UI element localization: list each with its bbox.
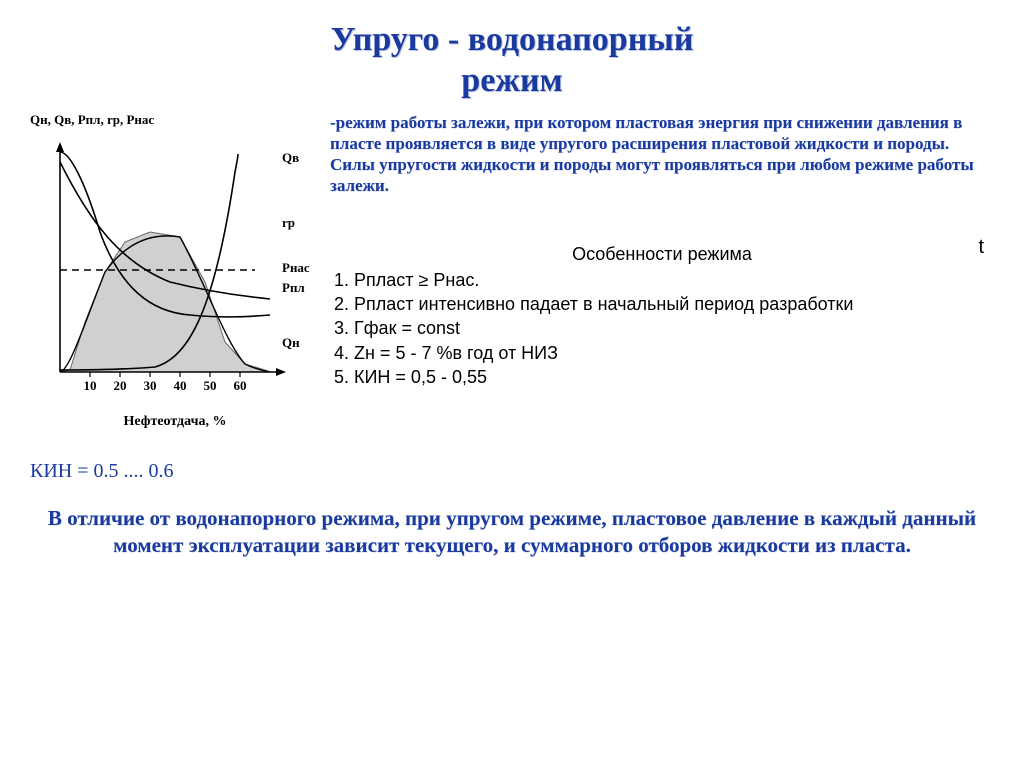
- page-title: Упруго - водонапорный режим: [30, 20, 994, 102]
- chart-svg: 10 20 30 40 50 60 Qв rp Pнас Pпл Qн: [30, 132, 320, 412]
- features-list: Рпласт ≥ Рнас. Рпласт интенсивно падает …: [330, 268, 994, 389]
- x-axis-title: Нефтеотдача, %: [30, 414, 320, 430]
- svg-text:40: 40: [174, 378, 187, 393]
- feature-item: Рпласт интенсивно падает в начальный пер…: [354, 292, 994, 316]
- chart: 10 20 30 40 50 60 Qв rp Pнас Pпл Qн: [30, 132, 320, 412]
- feature-item: Гфак = const: [354, 316, 994, 340]
- svg-text:60: 60: [234, 378, 247, 393]
- content-row: Qн, Qв, Pпл, rp, Pнас 10 20 30 40 50 60 Qв rp Pн…: [30, 112, 994, 483]
- t-symbol: t: [978, 234, 984, 261]
- feature-item: КИН = 0,5 - 0,55: [354, 365, 994, 389]
- svg-text:30: 30: [144, 378, 157, 393]
- y-axis-title: Qн, Qв, Pпл, rp, Pнас: [30, 112, 320, 128]
- svg-text:rp: rp: [282, 215, 295, 230]
- right-column: -режим работы залежи, при котором пласто…: [330, 112, 994, 483]
- feature-item: Рпласт ≥ Рнас.: [354, 268, 994, 292]
- svg-text:20: 20: [114, 378, 127, 393]
- feature-item: Zн = 5 - 7 %в год от НИЗ: [354, 341, 994, 365]
- kin-value: КИН = 0.5 .... 0.6: [30, 460, 320, 483]
- definition-text: -режим работы залежи, при котором пласто…: [330, 112, 994, 197]
- svg-text:Qн: Qн: [282, 335, 300, 350]
- svg-text:50: 50: [204, 378, 217, 393]
- title-line-2: режим: [461, 62, 562, 99]
- title-line-1: Упруго - водонапорный: [331, 21, 694, 58]
- left-column: Qн, Qв, Pпл, rp, Pнас 10 20 30 40 50 60 Qв rp Pн…: [30, 112, 320, 483]
- features-block: t Особенности режима Рпласт ≥ Рнас. Рпла…: [330, 242, 994, 390]
- features-title: Особенности режима: [330, 242, 994, 266]
- svg-text:Pнас: Pнас: [282, 260, 310, 275]
- bottom-paragraph: В отличие от водонапорного режима, при у…: [30, 505, 994, 560]
- svg-text:10: 10: [84, 378, 97, 393]
- svg-text:Qв: Qв: [282, 150, 299, 165]
- svg-text:Pпл: Pпл: [282, 280, 305, 295]
